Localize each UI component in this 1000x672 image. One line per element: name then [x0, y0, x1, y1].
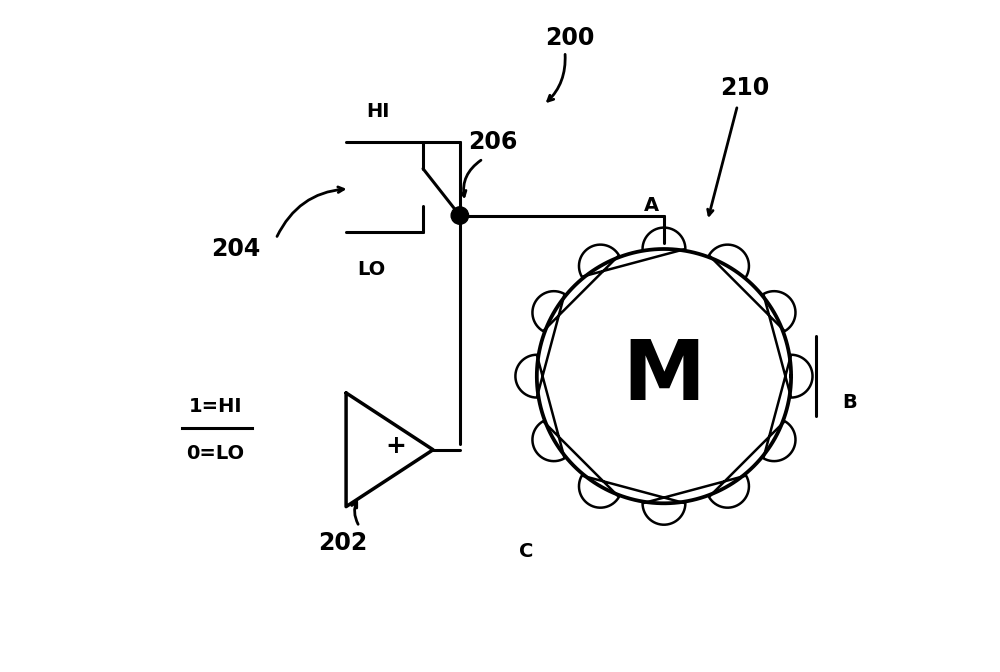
Text: 204: 204 — [211, 237, 260, 261]
Text: HI: HI — [366, 102, 390, 122]
Text: 1=HI: 1=HI — [189, 396, 242, 416]
Text: 210: 210 — [720, 77, 769, 100]
Text: 206: 206 — [469, 130, 518, 154]
Text: +: + — [386, 434, 407, 458]
Text: 0=LO: 0=LO — [187, 444, 245, 462]
Text: 202: 202 — [318, 532, 367, 556]
Text: M: M — [622, 335, 705, 417]
Text: A: A — [644, 196, 659, 215]
Text: LO: LO — [357, 259, 385, 279]
Circle shape — [451, 207, 469, 224]
Text: C: C — [519, 542, 533, 561]
Text: B: B — [842, 393, 857, 413]
Text: 200: 200 — [546, 26, 595, 50]
